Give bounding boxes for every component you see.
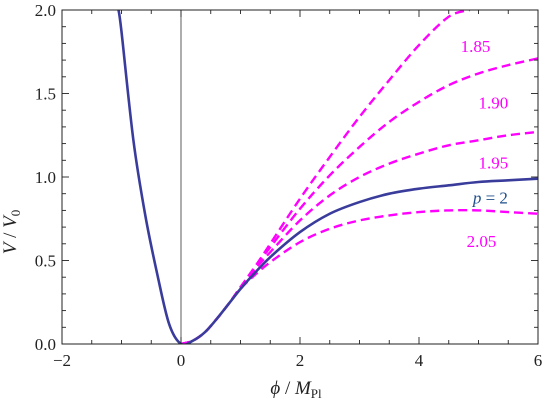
- curve-label: 1.90: [479, 94, 509, 113]
- series-line-p-1-9: [180, 57, 538, 344]
- x-tick-label: −2: [53, 351, 71, 370]
- x-tick-label: 6: [534, 351, 543, 370]
- curve-label: p = 2: [472, 189, 508, 208]
- series-line-p-2-05: [180, 208, 538, 344]
- series-line-p-1-85: [180, 10, 470, 344]
- x-tick-label: 2: [296, 351, 305, 370]
- y-tick-label: 0.5: [35, 252, 56, 271]
- curve-labels: 1.85 1.90 1.95 p = 2 2.05: [461, 37, 509, 251]
- curve-label: 1.85: [461, 37, 491, 56]
- curve-label: 2.05: [467, 232, 497, 251]
- curve-label: 1.95: [479, 154, 509, 173]
- y-tick-label: 0.0: [35, 335, 56, 354]
- series-line-p-1-95: [180, 130, 538, 344]
- x-tick-label: 0: [177, 351, 186, 370]
- y-tick-label: 1.0: [35, 168, 56, 187]
- y-tick-label: 2.0: [35, 1, 56, 20]
- y-tick-label: 1.5: [35, 85, 56, 104]
- y-axis-title: V / V0: [0, 210, 23, 255]
- x-tick-label: 4: [415, 351, 424, 370]
- plot-frame: [61, 9, 539, 345]
- x-axis-title: ϕ / MPl: [270, 378, 322, 401]
- ticks-layer: −2 0 2 4 6 0.0 0.5 1.0 1.5 2.0: [35, 1, 543, 370]
- series-line-p-2: [117, 10, 538, 344]
- curves-layer: [117, 10, 538, 344]
